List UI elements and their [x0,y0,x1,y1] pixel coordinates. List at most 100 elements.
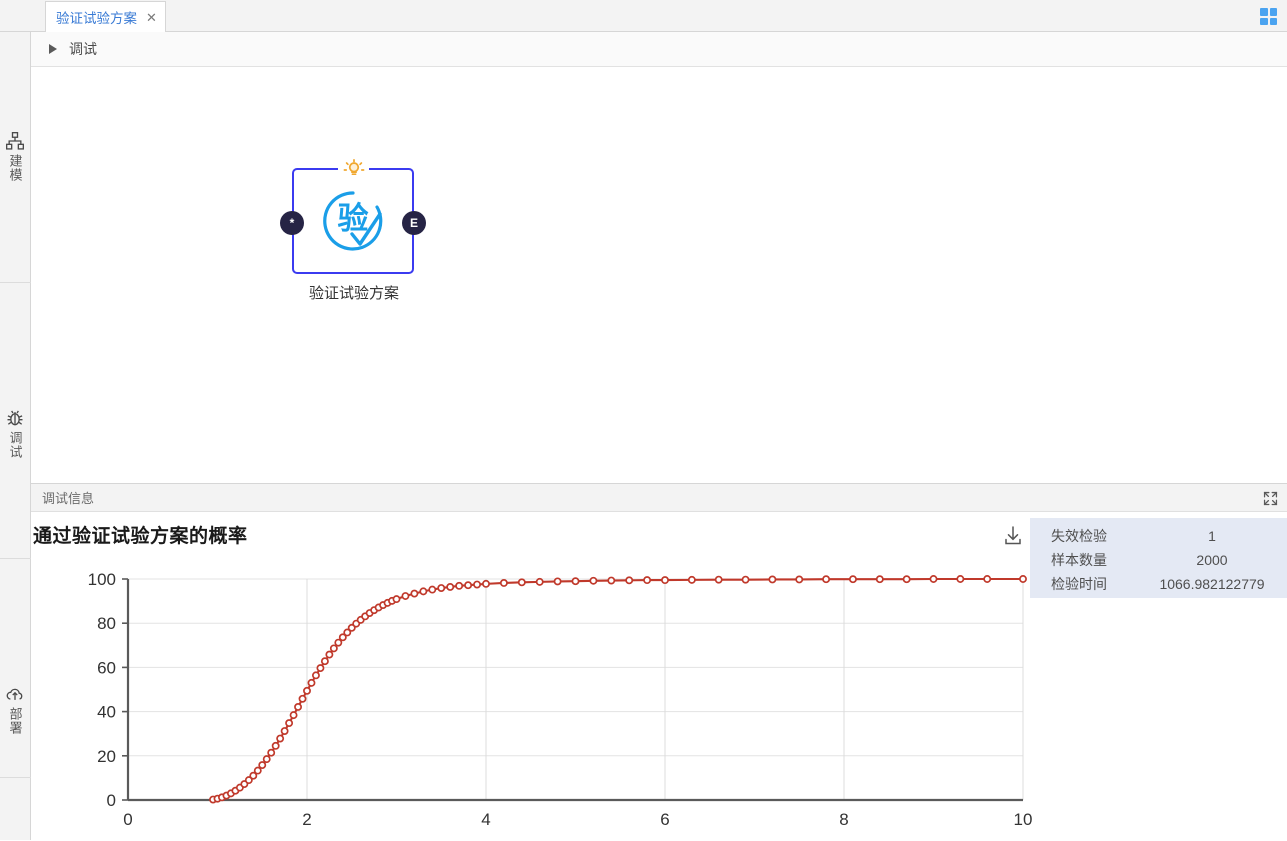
info-value: 2000 [1196,552,1228,568]
canvas-toolbar: 调试 [31,32,1287,67]
series-marker [289,711,298,720]
series-marker [419,587,428,596]
series-marker [473,580,481,589]
series-marker [446,583,455,591]
series-marker [276,734,285,743]
series-marker [280,727,289,735]
series-marker [316,664,325,673]
series-marker [875,575,884,584]
sitemap-icon [6,132,25,150]
bug-icon [7,410,23,426]
y-tick-label: 80 [97,614,116,633]
close-icon[interactable]: ✕ [146,9,157,25]
x-tick-label: 6 [660,810,669,829]
series-marker [849,575,857,584]
chart-area: 通过验证试验方案的概率 失效检验 1 样本数量 2000 检验时间 1066.9… [31,512,1287,841]
series-marker [643,576,652,585]
series-marker [392,595,401,604]
sidebar-item-label: 建模 [7,154,23,182]
series-marker [625,576,634,585]
series-marker [325,650,334,659]
debug-info-box: 失效检验 1 样本数量 2000 检验时间 1066.982122779 [1030,518,1287,598]
tab-yanzheng-shiyan-fangan[interactable]: 验证试验方案 ✕ [45,1,166,32]
tab-bar: 验证试验方案 ✕ [0,0,1287,32]
info-key: 失效检验 [1051,528,1107,544]
info-row: 失效检验 1 [1051,524,1287,548]
series-marker [768,575,777,584]
probability-line-chart: 0 20 40 60 80 100 0 2 4 6 8 10 [31,570,1041,841]
series-marker [312,671,320,680]
series-marker [661,576,669,585]
rail-divider [0,282,31,283]
series-marker [401,592,410,600]
series-marker [714,575,723,584]
play-triangle-icon[interactable] [49,44,57,54]
tab-label: 验证试验方案 [56,11,137,26]
series-marker [271,741,280,750]
node-badge-e[interactable]: E [402,211,426,235]
grid-cell [1269,8,1277,16]
series-marker [607,576,616,585]
svg-text:验: 验 [338,201,369,236]
download-icon[interactable] [1002,525,1024,547]
info-value: 1066.982122779 [1159,576,1265,592]
series-marker [1019,575,1027,583]
series-marker [571,577,580,586]
sidebar-item-label: 部署 [7,707,23,735]
sidebar-item-debug[interactable]: 调试 [0,408,30,459]
series-marker [687,575,696,584]
series-marker [902,575,911,584]
series-marker [307,678,316,687]
series-marker [267,748,276,757]
series-marker [517,578,526,587]
series-marker [956,575,965,583]
debug-panel: 调试信息 通过验证试验方案的概率 失效检验 1 样本数量 2000 检验时间 1… [31,483,1287,841]
grid-view-icon[interactable] [1260,8,1277,25]
node-badge-asterisk[interactable]: * [280,211,304,235]
chart-svg: 0 20 40 60 80 100 0 2 4 6 8 10 [88,570,1033,829]
grid-cell [1260,8,1268,16]
series-marker [338,633,347,642]
sidebar-item-modeling[interactable]: 建模 [0,131,30,182]
series-marker [795,575,804,584]
series-marker [343,628,352,637]
toolbar-label-debug: 调试 [69,41,97,57]
series-marker [294,703,302,711]
series-marker [553,577,562,586]
rail-divider [0,777,31,778]
series-marker [822,575,831,584]
series-marker [499,579,508,587]
series-marker [303,686,311,695]
series-marker [298,694,307,703]
node-label: 验证试验方案 [308,285,399,302]
y-tick-label: 40 [97,703,116,722]
y-tick-label: 0 [107,791,116,810]
flow-node-yanzheng-shiyan-fangan[interactable]: 验 * E 验证试验方案 [259,158,449,303]
info-row: 样本数量 2000 [1051,548,1287,572]
rail-divider [0,558,31,559]
series-marker [437,584,446,593]
x-tick-label: 10 [1014,810,1033,829]
sidebar-item-label: 调试 [7,431,23,459]
series-marker [589,576,598,585]
cloud-upload-icon [6,688,23,700]
series-marker [285,719,294,728]
series-marker [262,755,271,764]
chart-title: 通过验证试验方案的概率 [33,526,248,547]
series-marker [428,585,437,594]
sidebar-item-deploy[interactable]: 部署 [0,684,30,735]
expand-fullscreen-icon[interactable] [1262,490,1279,507]
flow-canvas[interactable]: 验 * E 验证试验方案 [31,67,1287,483]
series-marker [410,589,419,598]
series-marker [741,575,750,584]
x-tick-label: 4 [481,810,490,829]
info-key: 样本数量 [1051,552,1107,568]
series-line [212,577,1023,801]
x-tick-label: 8 [839,810,848,829]
series-marker [929,575,938,583]
y-tick-label: 60 [97,658,116,677]
y-tick-label: 100 [88,570,116,589]
x-tick-label: 2 [302,810,311,829]
series-marker [249,771,258,780]
activity-rail: 建模 调试 部署 [0,32,31,840]
